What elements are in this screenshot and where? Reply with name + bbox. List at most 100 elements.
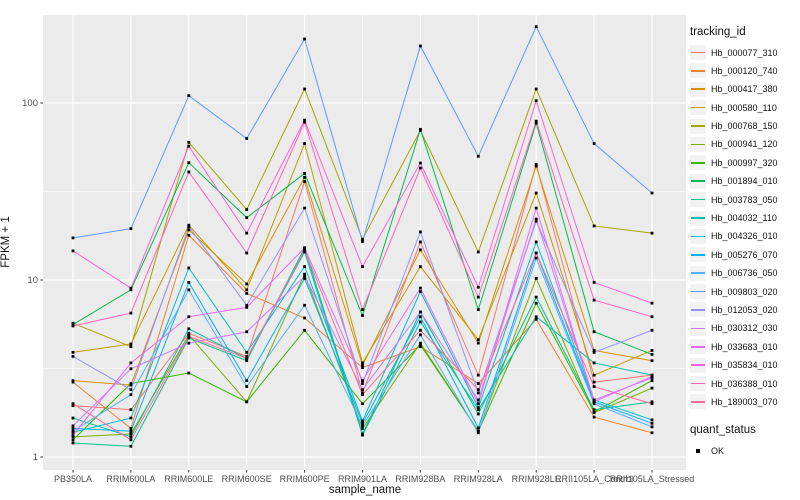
legend-line-icon	[691, 364, 705, 366]
data-point-Hb_189003_070	[592, 385, 596, 388]
data-point-Hb_033683_010	[303, 246, 306, 250]
data-point-Hb_000580_110	[187, 223, 191, 227]
data-point-Hb_000580_110	[303, 142, 306, 145]
data-point-Hb_036388_010	[534, 119, 538, 123]
data-point-Hb_035834_010	[650, 301, 654, 305]
x-tick-label: RRIM928LA	[454, 474, 503, 484]
data-point-Hb_004326_010	[476, 406, 480, 410]
data-point-Hb_001894_010	[650, 352, 654, 356]
data-point-Hb_030312_030	[187, 341, 191, 345]
plot-panel	[43, 15, 686, 470]
data-point-Hb_189003_070	[476, 388, 480, 392]
data-point-Hb_030312_030	[129, 367, 133, 371]
legend-title-quant-status: quant_status	[690, 424, 756, 437]
legend-entry-Hb_001894_010: Hb_001894_010	[690, 173, 798, 189]
legend-key-swatch	[690, 247, 706, 263]
data-point-Hb_004032_110	[187, 327, 191, 331]
legend-line-icon	[691, 253, 705, 256]
data-point-Hb_003783_050	[71, 441, 75, 445]
data-point-Hb_005276_070	[129, 429, 133, 433]
legend-entry-Hb_030312_030: Hb_030312_030	[690, 320, 798, 336]
data-point-Hb_009803_020	[187, 94, 191, 98]
legend-entry-Hb_006736_050: Hb_006736_050	[690, 265, 798, 281]
legend: tracking_id Hb_000077_310 Hb_000120_740 Hb…	[690, 26, 798, 462]
data-point-Hb_035834_010	[129, 286, 133, 290]
data-point-Hb_004326_010	[129, 416, 133, 420]
y-tick-label: 10	[27, 275, 38, 286]
data-point-Hb_000768_150	[476, 250, 480, 254]
data-point-Hb_000120_740	[476, 382, 480, 385]
data-point-Hb_004326_010	[650, 418, 654, 422]
data-point-Hb_000120_740	[361, 366, 364, 369]
data-point-Hb_189003_070	[245, 357, 249, 360]
legend-line-icon	[691, 401, 705, 403]
legend-entry-label: Hb_004326_010	[711, 231, 778, 242]
legend-entry-label: OK	[711, 445, 725, 456]
x-tick-label: RRIM901LA	[338, 474, 387, 484]
data-point-Hb_003783_050	[650, 400, 654, 404]
legend-line-icon	[691, 51, 705, 54]
data-point-Hb_030312_030	[303, 274, 306, 278]
data-point-Hb_000417_380	[592, 349, 596, 352]
data-point-Hb_001894_010	[476, 308, 480, 312]
legend-line-icon	[691, 309, 705, 311]
legend-entry-label: Hb_006736_050	[711, 268, 778, 279]
legend-key-swatch	[690, 118, 706, 134]
data-point-Hb_000768_150	[129, 345, 133, 349]
data-point-Hb_000768_150	[534, 87, 538, 91]
legend-line-icon	[691, 143, 705, 146]
data-point-Hb_009803_020	[650, 191, 654, 195]
legend-key-swatch	[690, 228, 706, 244]
legend-line-icon	[691, 198, 705, 201]
data-point-Hb_189003_070	[361, 393, 364, 397]
legend-key-swatch	[690, 357, 706, 373]
data-point-Hb_000077_310	[361, 391, 364, 395]
legend-entry-label: Hb_000417_380	[711, 84, 778, 95]
legend-line-icon	[691, 290, 705, 293]
data-point-Hb_000077_310	[187, 331, 191, 335]
legend-entries: Hb_000077_310 Hb_000120_740 Hb_000417_380 H…	[690, 45, 798, 410]
data-point-Hb_035834_010	[419, 161, 422, 165]
legend-key-swatch	[690, 302, 706, 318]
data-point-Hb_000120_740	[187, 233, 191, 237]
data-point-Hb_035834_010	[245, 231, 249, 235]
legend-line-icon	[691, 88, 705, 91]
data-point-Hb_000580_110	[419, 265, 422, 269]
data-point-Hb_000997_320	[650, 379, 654, 383]
x-tick-label: RRIM600LE	[164, 474, 213, 484]
data-point-Hb_030312_030	[71, 424, 75, 428]
x-tick-label: RRII105LA_Control	[555, 474, 633, 484]
data-point-Hb_006736_050	[476, 431, 480, 435]
x-tick-label: RRIM600SE	[222, 474, 272, 484]
data-point-Hb_036388_010	[650, 315, 654, 319]
data-point-Hb_033683_010	[129, 361, 133, 365]
data-point-Hb_000997_320	[476, 429, 480, 433]
data-point-Hb_009803_020	[129, 227, 133, 231]
data-point-Hb_005276_070	[187, 280, 191, 284]
data-point-Hb_009803_020	[71, 236, 75, 240]
x-tick-label: RRIM928BA	[395, 474, 445, 484]
data-point-Hb_012053_020	[71, 355, 75, 358]
data-point-Hb_000941_120	[650, 386, 654, 390]
legend-entry-Hb_000997_320: Hb_000997_320	[690, 155, 798, 171]
data-point-Hb_000997_320	[361, 402, 364, 406]
data-point-Hb_000997_320	[419, 343, 422, 347]
data-point-Hb_009803_020	[476, 154, 480, 158]
data-point-Hb_004032_110	[361, 433, 364, 437]
legend-key-swatch	[690, 173, 706, 189]
legend-line-icon	[691, 235, 705, 238]
data-point-Hb_009803_020	[361, 240, 364, 243]
legend-key-swatch	[690, 284, 706, 300]
data-point-Hb_004032_110	[419, 320, 422, 324]
data-point-Hb_033683_010	[534, 206, 538, 210]
data-point-Hb_006736_050	[534, 256, 538, 260]
legend-key-swatch	[690, 265, 706, 281]
data-point-Hb_000997_320	[303, 328, 306, 332]
data-point-Hb_012053_020	[245, 303, 249, 307]
data-point-Hb_036388_010	[245, 251, 249, 255]
data-point-Hb_001894_010	[361, 314, 364, 317]
data-point-Hb_003783_050	[187, 336, 191, 340]
data-point-Hb_004032_110	[534, 315, 538, 319]
legend-entry-Hb_033683_010: Hb_033683_010	[690, 339, 798, 355]
